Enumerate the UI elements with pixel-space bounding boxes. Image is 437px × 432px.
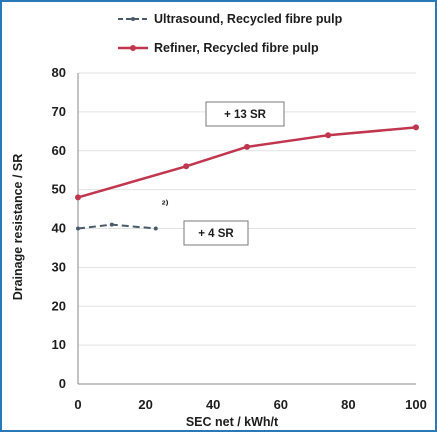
series-line-0 [77, 223, 156, 230]
y-tick-label-1: 10 [52, 337, 66, 352]
x-axis-label: SEC net / kWh/t [186, 415, 279, 429]
y-tick-label-6: 60 [52, 143, 66, 158]
legend-marker-refiner [130, 45, 136, 51]
y-tick-label-2: 20 [52, 298, 66, 313]
legend-label-ultrasound: Ultrasound, Recycled fibre pulp [154, 12, 343, 26]
annotation-label-0: + 13 SR [224, 109, 267, 121]
x-tick-label-4: 80 [341, 397, 355, 412]
y-axis-label: Drainage resistance / SR [11, 154, 25, 301]
x-tick-label-5: 100 [405, 397, 427, 412]
x-tick-label-3: 60 [274, 397, 288, 412]
y-tick-label-7: 70 [52, 104, 66, 119]
legend-marker-ultrasound [131, 17, 135, 21]
series-1-point-4 [413, 124, 419, 131]
series-1-point-1 [183, 163, 190, 170]
ultrasound-point-label: ²⁾ [162, 199, 169, 212]
y-tick-label-4: 40 [52, 221, 66, 236]
series-1-point-0 [75, 194, 81, 201]
series-0-point-2 [153, 226, 158, 231]
legend-label-refiner: Refiner, Recycled fibre pulp [154, 41, 319, 55]
annotation-box-0 [205, 101, 285, 127]
series-1-point-3 [325, 132, 332, 139]
x-tick-label-2: 40 [206, 397, 220, 412]
series-1-point-2 [244, 143, 250, 150]
x-tick-label-1: 20 [138, 397, 152, 412]
x-tick-label-0: 0 [74, 397, 81, 412]
y-tick-label-3: 30 [52, 259, 66, 274]
annotation-label-1: + 4 SR [198, 228, 234, 240]
y-tick-label-8: 80 [52, 65, 66, 80]
annotation-box-1 [183, 220, 249, 246]
y-tick-label-5: 50 [52, 182, 66, 197]
y-tick-label-0: 0 [59, 376, 66, 391]
series-0-point-0 [76, 226, 80, 231]
series-line-1 [77, 126, 417, 199]
series-0-point-1 [109, 222, 114, 227]
